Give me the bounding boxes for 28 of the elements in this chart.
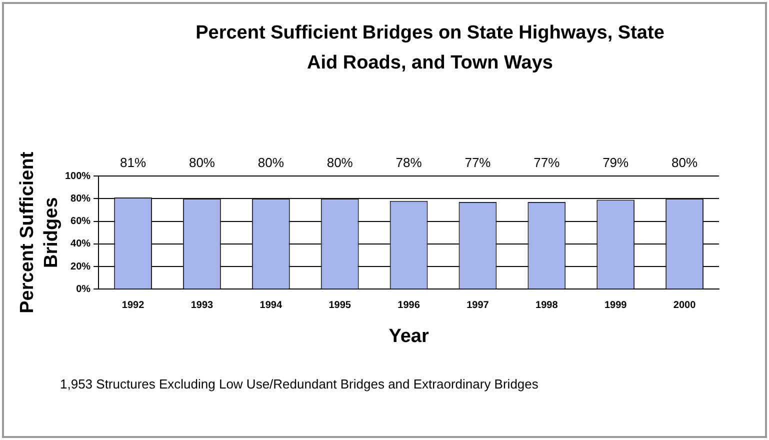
x-tick-label: 2000 [673,300,696,311]
y-tick-label: 40% [70,238,91,250]
x-tick-label: 1999 [604,300,628,311]
x-tick-label: 1994 [260,300,282,311]
data-label: 80% [258,155,284,170]
data-label: 80% [188,155,216,170]
y-tick-label: 80% [70,193,91,204]
data-label: 81% [120,155,146,170]
chart-title: Percent Sufficient Bridges on State Highways, State Aid Roads, and Town Ways [196,22,664,74]
x-tick-label: 1995 [328,300,352,311]
y-tick-label: 0% [76,284,91,295]
x-tick-label: 1998 [536,300,558,311]
data-label: 78% [396,155,422,170]
data-label: 79% [602,155,630,170]
x-tick-label: 1996 [398,300,420,311]
data-label: 77% [464,155,492,170]
data-label: 80% [326,155,354,170]
y-tick-label: 20% [70,261,91,272]
data-label: 77% [534,155,560,170]
x-tick-label: 1993 [190,300,214,311]
x-tick-label: 1997 [466,300,490,311]
x-tick-label: 1992 [122,300,145,311]
y-axis-title: Percent Sufficient Bridges [17,151,62,314]
text: 1,953 Structures Excluding Low Use/Redundant Bridges and Extraordinary Bridges [60,376,539,392]
y-tick-label: 100% [65,170,91,182]
data-label: 80% [672,155,698,170]
y-tick-label: 60% [70,216,91,228]
x-axis-title: Year [388,326,430,347]
